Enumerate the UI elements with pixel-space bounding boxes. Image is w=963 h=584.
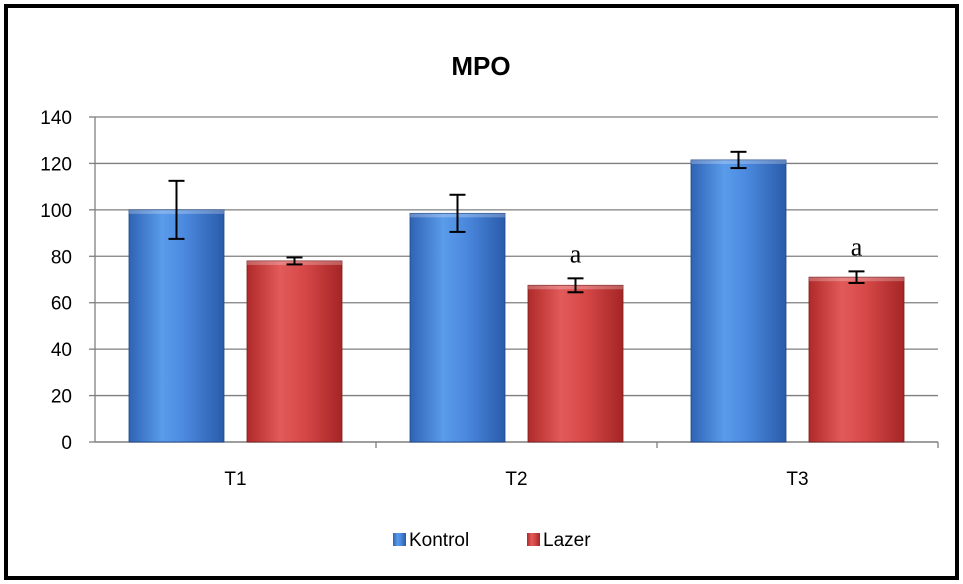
bar-lazer-t2 xyxy=(527,284,624,443)
y-axis-ticks: 0 20 40 60 80 100 120 140 xyxy=(40,108,72,454)
bars-group xyxy=(128,159,905,443)
y-tick-label: 0 xyxy=(61,433,72,454)
bar-kontrol-t1 xyxy=(128,209,225,443)
legend-swatch-lazer xyxy=(527,533,540,546)
legend: Kontrol Lazer xyxy=(393,530,591,551)
x-axis-labels: T1 T2 T3 xyxy=(224,469,808,490)
y-tick-label: 140 xyxy=(40,108,72,129)
error-bars-group xyxy=(168,150,865,294)
x-category-label-t1: T1 xyxy=(224,469,246,490)
y-tick-label: 40 xyxy=(51,340,72,361)
y-tick-label: 80 xyxy=(51,247,72,268)
significance-annotation: a xyxy=(851,232,863,261)
legend-label-kontrol: Kontrol xyxy=(409,530,469,551)
y-tick-label: 100 xyxy=(40,201,72,222)
significance-annotation: a xyxy=(570,239,582,268)
legend-label-lazer: Lazer xyxy=(543,530,591,551)
grid-lines xyxy=(89,116,939,448)
y-tick-label: 120 xyxy=(40,154,72,175)
y-tick-label: 20 xyxy=(51,387,72,408)
bar-kontrol-t2 xyxy=(409,212,506,443)
legend-swatch-kontrol xyxy=(393,533,406,546)
chart-title: MPO xyxy=(451,51,510,81)
bar-lazer-t1 xyxy=(246,260,343,443)
x-category-label-t3: T3 xyxy=(786,469,808,490)
x-category-label-t2: T2 xyxy=(505,469,527,490)
bar-lazer-t3 xyxy=(808,276,905,443)
y-tick-label: 60 xyxy=(51,294,72,315)
bar-kontrol-t3 xyxy=(690,159,787,443)
